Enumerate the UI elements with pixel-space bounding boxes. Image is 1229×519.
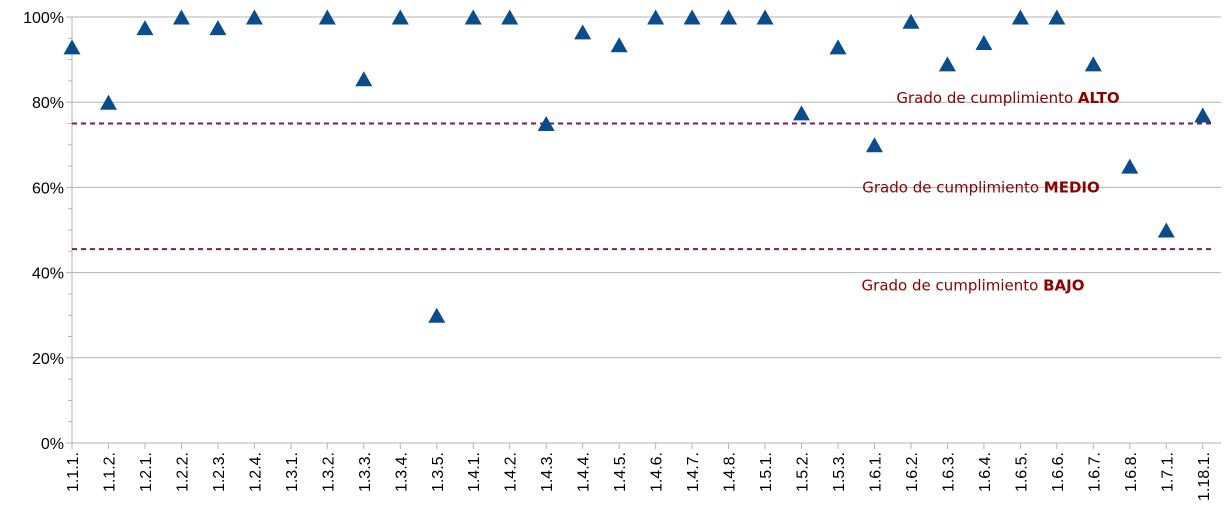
x-tick-label: 1.4.2. (503, 452, 520, 492)
data-point-triangle (938, 56, 956, 72)
data-point-triangle (1011, 9, 1029, 25)
x-tick-label: 1.3.2. (320, 452, 337, 492)
data-point-triangle (902, 13, 920, 29)
annotation-prefix: Grado de cumplimiento (896, 89, 1078, 107)
x-tick-label: 1.1.1. (65, 452, 82, 492)
x-tick-label: 1.6.7. (1086, 452, 1103, 492)
threshold-annotation: Grado de cumplimiento ALTO (896, 89, 1119, 107)
x-tick-label: 1.2.4. (247, 452, 264, 492)
x-tick-label: 1.2.3. (211, 452, 228, 492)
data-point-triangle (428, 307, 446, 323)
x-tick-label: 1.3.1. (284, 452, 301, 492)
x-tick-label: 1.4.6. (649, 452, 666, 492)
data-point-triangle (720, 9, 738, 25)
data-point-triangle (574, 24, 592, 40)
x-tick-label: 1.5.2. (795, 452, 812, 492)
x-tick-label: 1.4.8. (722, 452, 739, 492)
data-point-triangle (355, 71, 373, 87)
grid-lines (72, 16, 1221, 359)
axes (66, 16, 1221, 449)
x-tick-label: 1.6.8. (1123, 452, 1140, 492)
data-point-triangle (245, 9, 263, 25)
data-point-triangle (1194, 107, 1212, 123)
data-point-triangle (865, 137, 883, 153)
annotation-prefix: Grado de cumplimiento (862, 276, 1044, 294)
x-tick-label: 1.4.3. (539, 452, 556, 492)
x-tick-label: 1.6.4. (977, 452, 994, 492)
x-tick-label: 1.5.1. (758, 452, 775, 492)
data-point-triangle (464, 9, 482, 25)
x-tick-label: 1.5.3. (831, 452, 848, 492)
x-tick-label: 1.6.3. (940, 452, 957, 492)
x-tick-label: 1.6.1. (867, 452, 884, 492)
data-point-triangle (610, 37, 628, 53)
x-tick-label: 1.6.2. (904, 452, 921, 492)
y-tick-label: 100% (23, 10, 64, 27)
data-point-triangle (1048, 9, 1066, 25)
annotation-level: BAJO (1043, 276, 1084, 294)
data-point-triangle (1157, 222, 1175, 238)
data-point-triangle (829, 39, 847, 55)
y-tick-label: 40% (32, 266, 64, 283)
x-tick-label: 1.3.3. (357, 452, 374, 492)
x-tick-label: 1.3.5. (430, 452, 447, 492)
data-point-triangle (391, 9, 409, 25)
data-point-triangle (99, 94, 117, 110)
data-point-triangle (683, 9, 701, 25)
threshold-annotation: Grado de cumplimiento BAJO (862, 276, 1085, 294)
x-tick-label: 1.4.7. (685, 452, 702, 492)
y-tick-label: 60% (32, 180, 64, 197)
data-point-triangle (975, 35, 993, 51)
data-point-triangle (756, 9, 774, 25)
y-tick-label: 0% (41, 436, 64, 453)
threshold-annotation: Grado de cumplimiento MEDIO (862, 178, 1100, 196)
x-tick-label: 1.7.1. (1159, 452, 1176, 492)
x-tick-label: 1.1.2. (101, 452, 118, 492)
threshold-lines (72, 122, 1215, 251)
x-tick-labels: 1.1.1. 1.1.2. 1.2.1. 1.2.2. 1.2.3. 1.2.4. 1.3.… (65, 452, 1213, 501)
annotation-prefix: Grado de cumplimiento (862, 178, 1044, 196)
data-point-triangle (537, 116, 555, 131)
x-tick-label: 1.6.6. (1050, 452, 1067, 492)
annotation-level: ALTO (1078, 89, 1120, 107)
data-point-triangle (501, 9, 519, 25)
data-points (63, 9, 1212, 323)
data-point-triangle (209, 20, 227, 36)
data-point-triangle (1084, 56, 1102, 72)
data-point-triangle (793, 105, 811, 121)
data-point-triangle (318, 9, 336, 25)
data-point-triangle (136, 20, 154, 36)
x-tick-label: 1.4.5. (612, 452, 629, 492)
data-point-triangle (647, 9, 665, 25)
x-tick-label: 1.18.1. (1196, 452, 1213, 501)
data-point-triangle (172, 9, 190, 25)
annotation-level: MEDIO (1044, 178, 1100, 196)
x-tick-label: 1.2.2. (174, 452, 191, 492)
y-tick-labels: 0% 20% 40% 60% 80% 100% (23, 10, 64, 453)
y-tick-label: 80% (32, 95, 64, 112)
data-point-triangle (1121, 158, 1139, 174)
x-tick-label: 1.4.4. (576, 452, 593, 492)
x-tick-label: 1.2.1. (138, 452, 155, 492)
x-tick-label: 1.4.1. (466, 452, 483, 492)
x-tick-label: 1.6.5. (1013, 452, 1030, 492)
data-point-triangle (63, 39, 81, 55)
y-tick-label: 20% (32, 351, 64, 368)
x-tick-label: 1.3.4. (393, 452, 410, 492)
